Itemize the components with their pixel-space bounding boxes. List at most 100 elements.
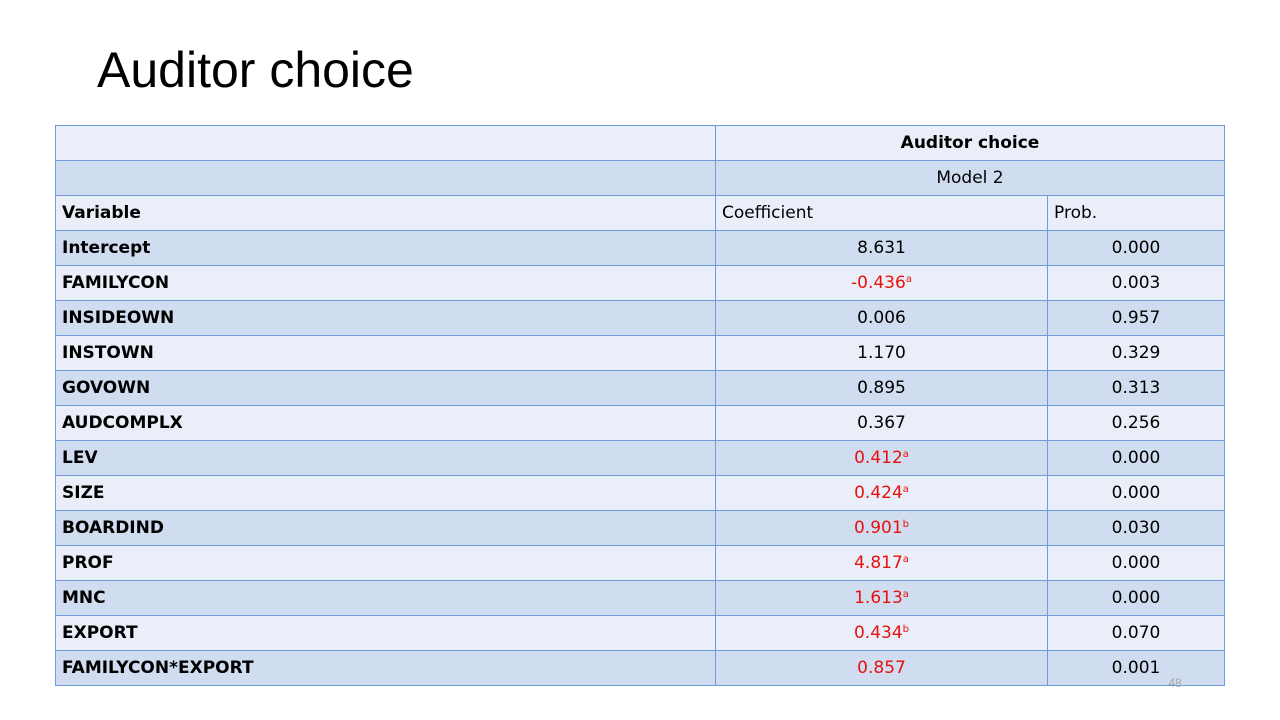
results-table: Auditor choice Model 2 Variable Coeffici… [55, 125, 1225, 686]
table-row: FAMILYCON -0.436a 0.003 [55, 265, 1225, 301]
prob-cell: 0.000 [1047, 545, 1225, 581]
variable-cell: LEV [55, 440, 716, 476]
prob-cell: 0.003 [1047, 265, 1225, 301]
table-row: INSIDEOWN 0.006 0.957 [55, 300, 1225, 336]
coefficient-cell: -0.436a [715, 265, 1048, 301]
coefficient-cell: 0.901b [715, 510, 1048, 546]
coefficient-value-wrap: 0.901b [854, 518, 909, 538]
coefficient-cell: 1.613a [715, 580, 1048, 616]
coefficient-value-wrap: 0.434b [854, 623, 909, 643]
model-label-cell: Model 2 [715, 160, 1225, 196]
table-row: Intercept 8.631 0.000 [55, 230, 1225, 266]
coefficient-value: 8.631 [857, 238, 906, 258]
coefficient-value: 0.367 [857, 413, 906, 433]
coefficient-value-wrap: 0.367 [857, 413, 906, 433]
variable-cell: MNC [55, 580, 716, 616]
prob-cell: 0.030 [1047, 510, 1225, 546]
coefficient-value: 4.817 [854, 553, 903, 573]
header-empty-cell [55, 125, 716, 161]
table-row: PROF 4.817a 0.000 [55, 545, 1225, 581]
header-title-cell: Auditor choice [715, 125, 1225, 161]
coefficient-cell: 0.424a [715, 475, 1048, 511]
prob-cell: 0.957 [1047, 300, 1225, 336]
significance-mark: b [902, 519, 910, 530]
coefficient-cell: 0.895 [715, 370, 1048, 406]
coefficient-value-wrap: 0.895 [857, 378, 906, 398]
coefficient-value-wrap: 0.857 [857, 658, 906, 678]
col-header-variable: Variable [55, 195, 716, 231]
variable-cell: INSIDEOWN [55, 300, 716, 336]
prob-cell: 0.070 [1047, 615, 1225, 651]
slide-title: Auditor choice [97, 42, 414, 98]
significance-mark: a [905, 274, 912, 285]
variable-cell: EXPORT [55, 615, 716, 651]
table-row: MNC 1.613a 0.000 [55, 580, 1225, 616]
header-empty-cell [55, 160, 716, 196]
prob-cell: 0.329 [1047, 335, 1225, 371]
significance-mark: a [902, 554, 909, 565]
coefficient-cell: 0.434b [715, 615, 1048, 651]
coefficient-value: 0.857 [857, 658, 906, 678]
prob-cell: 0.000 [1047, 475, 1225, 511]
coefficient-value-wrap: 8.631 [857, 238, 906, 258]
table-row: BOARDIND 0.901b 0.030 [55, 510, 1225, 546]
variable-cell: SIZE [55, 475, 716, 511]
variable-cell: INSTOWN [55, 335, 716, 371]
header-row-title: Auditor choice [55, 125, 1225, 161]
coefficient-cell: 0.412a [715, 440, 1048, 476]
coefficient-value: 0.006 [857, 308, 906, 328]
coefficient-value-wrap: 0.412a [854, 448, 909, 468]
table-row: AUDCOMPLX 0.367 0.256 [55, 405, 1225, 441]
variable-cell: AUDCOMPLX [55, 405, 716, 441]
variable-cell: Intercept [55, 230, 716, 266]
significance-mark: a [902, 589, 909, 600]
variable-cell: PROF [55, 545, 716, 581]
coefficient-value: 0.424 [854, 483, 903, 503]
coefficient-cell: 1.170 [715, 335, 1048, 371]
coefficient-cell: 4.817a [715, 545, 1048, 581]
table-row: EXPORT 0.434b 0.070 [55, 615, 1225, 651]
significance-mark: a [902, 449, 909, 460]
coefficient-value-wrap: 1.170 [857, 343, 906, 363]
header-row-model: Model 2 [55, 160, 1225, 196]
table-row: FAMILYCON*EXPORT 0.857 0.001 [55, 650, 1225, 686]
coefficient-value: 1.613 [854, 588, 903, 608]
coefficient-value-wrap: 1.613a [854, 588, 909, 608]
significance-mark: a [902, 484, 909, 495]
table-row: GOVOWN 0.895 0.313 [55, 370, 1225, 406]
coefficient-cell: 0.857 [715, 650, 1048, 686]
table-row: INSTOWN 1.170 0.329 [55, 335, 1225, 371]
prob-cell: 0.000 [1047, 440, 1225, 476]
variable-cell: BOARDIND [55, 510, 716, 546]
coefficient-value: 0.412 [854, 448, 903, 468]
coefficient-value-wrap: 0.424a [854, 483, 909, 503]
variable-cell: FAMILYCON*EXPORT [55, 650, 716, 686]
col-header-prob: Prob. [1047, 195, 1225, 231]
coefficient-cell: 8.631 [715, 230, 1048, 266]
variable-cell: GOVOWN [55, 370, 716, 406]
prob-cell: 0.313 [1047, 370, 1225, 406]
coefficient-value: 0.901 [853, 518, 903, 538]
coefficient-value: 0.434 [853, 623, 903, 643]
coefficient-value: -0.436 [851, 273, 906, 293]
table-row: SIZE 0.424a 0.000 [55, 475, 1225, 511]
variable-cell: FAMILYCON [55, 265, 716, 301]
coefficient-value-wrap: 0.006 [857, 308, 906, 328]
results-table-body: Auditor choice Model 2 Variable Coeffici… [55, 125, 1225, 686]
coefficient-value-wrap: -0.436a [851, 273, 912, 293]
prob-cell: 0.000 [1047, 230, 1225, 266]
coefficient-cell: 0.006 [715, 300, 1048, 336]
coefficient-value: 1.170 [857, 343, 906, 363]
prob-cell: 0.000 [1047, 580, 1225, 616]
coefficient-value-wrap: 4.817a [854, 553, 909, 573]
prob-cell: 0.001 [1047, 650, 1225, 686]
table-row: LEV 0.412a 0.000 [55, 440, 1225, 476]
coefficient-cell: 0.367 [715, 405, 1048, 441]
col-header-coefficient: Coefficient [715, 195, 1048, 231]
column-header-row: Variable Coefficient Prob. [55, 195, 1225, 231]
page-number: 48 [1168, 676, 1182, 690]
significance-mark: b [902, 624, 910, 635]
coefficient-value: 0.895 [857, 378, 906, 398]
prob-cell: 0.256 [1047, 405, 1225, 441]
